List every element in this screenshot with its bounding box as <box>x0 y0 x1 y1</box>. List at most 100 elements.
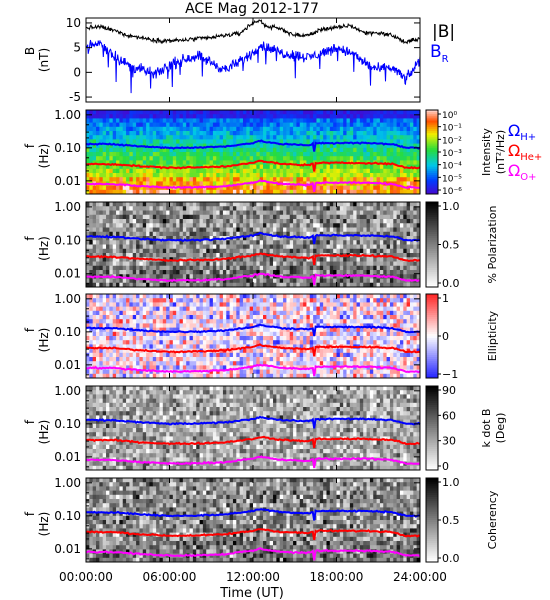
spectrogram-cell <box>263 168 267 174</box>
spectrogram-cell <box>346 231 351 237</box>
spectrogram-cell <box>102 294 107 299</box>
spectrogram-cell <box>363 156 367 161</box>
spectrogram-cell <box>239 219 244 224</box>
spectrogram-cell <box>92 173 97 178</box>
spectrogram-cell <box>373 219 377 224</box>
spectrogram-cell <box>409 114 414 119</box>
spectrogram-cell <box>99 278 104 284</box>
spectrogram-cell <box>293 135 297 140</box>
spectrogram-cell <box>196 114 200 119</box>
spectrogram-cell <box>393 143 398 149</box>
spectrogram-cell <box>112 143 117 149</box>
spectrogram-cell <box>299 278 304 284</box>
spectrogram-cell <box>159 131 164 136</box>
spectrogram-cell <box>329 114 334 119</box>
spectrogram-cell <box>356 214 361 220</box>
spectrogram-cell <box>293 118 297 123</box>
spectrogram-cell <box>102 361 107 366</box>
spectrogram-cell <box>116 331 120 337</box>
spectrogram-cell <box>333 227 337 233</box>
spectrogram-cell <box>403 261 408 267</box>
spectrogram-cell <box>413 236 418 241</box>
spectrogram-cell <box>339 168 344 174</box>
spectrogram-cell <box>149 219 154 224</box>
spectrogram-cell <box>296 118 301 123</box>
spectrogram-cell <box>209 282 214 288</box>
spectrogram-cell <box>89 244 94 250</box>
spectrogram-cell <box>86 244 90 250</box>
spectrogram-cell <box>126 223 130 228</box>
spectrogram-cell <box>149 265 154 271</box>
spectrogram-cell <box>159 168 164 174</box>
spectrogram-cell <box>199 214 204 220</box>
spectrogram-cell <box>86 110 90 115</box>
spectrogram-cell <box>373 248 377 254</box>
spectrogram-cell <box>139 302 144 307</box>
spectrogram-cell <box>393 135 398 140</box>
spectrogram-cell <box>139 131 144 136</box>
spectrogram-cell <box>106 294 110 299</box>
spectrogram-cell <box>149 310 154 316</box>
spectrogram-cell <box>356 181 361 186</box>
spectrogram-cell <box>206 323 210 328</box>
spectrogram-cell <box>336 270 341 275</box>
spectrogram-cell <box>343 214 347 220</box>
spectrogram-cell <box>406 135 411 140</box>
spectrogram-cell <box>92 168 97 174</box>
spectrogram-cell <box>166 189 170 195</box>
spectrogram-cell <box>396 173 401 178</box>
spectrogram-cell <box>129 231 134 237</box>
spectrogram-cell <box>296 261 301 267</box>
spectrogram-cell <box>219 315 224 320</box>
spectrogram-cell <box>182 210 187 216</box>
spectrogram-cell <box>369 139 374 144</box>
spectrogram-cell <box>156 189 160 195</box>
spectrogram-cell <box>212 114 217 119</box>
spectrogram-cell <box>209 240 214 245</box>
spectrogram-cell <box>149 160 154 165</box>
spectrogram-cell <box>253 185 257 191</box>
spectrogram-cell <box>276 147 281 153</box>
spectrogram-cell <box>206 365 210 370</box>
spectrogram-cell <box>116 206 120 211</box>
spectrogram-cell <box>189 302 194 307</box>
spectrogram-cell <box>363 126 367 132</box>
spectrogram-cell <box>166 240 170 245</box>
spectrogram-cell <box>413 168 418 174</box>
spectrogram-cell <box>136 227 140 233</box>
spectrogram-cell <box>196 323 200 328</box>
spectrogram-cell <box>149 210 154 216</box>
spectrogram-cell <box>413 131 418 136</box>
spectrogram-cell <box>139 248 144 254</box>
spectrogram-cell <box>156 298 160 303</box>
spectrogram-cell <box>179 302 184 307</box>
spectrogram-cell <box>202 357 207 362</box>
spectrogram-cell <box>109 214 114 220</box>
spectrogram-cell <box>303 257 307 262</box>
spectrogram-cell <box>369 257 374 262</box>
spectrogram-cell <box>212 261 217 267</box>
spectrogram-cell <box>99 164 104 170</box>
spectrogram-cell <box>359 227 364 233</box>
spectrogram-cell <box>216 110 220 115</box>
spectrogram-cell <box>303 210 307 216</box>
spectrogram-cell <box>212 177 217 182</box>
spectrogram-cell <box>313 270 317 275</box>
spectrogram-cell <box>176 110 180 115</box>
spectrogram-cell <box>353 143 357 149</box>
spectrogram-cell <box>152 315 157 320</box>
spectrogram-cell <box>96 261 100 267</box>
spectrogram-cell <box>232 219 237 224</box>
spectrogram-cell <box>396 265 401 271</box>
spectrogram-cell <box>202 110 207 115</box>
spectrogram-cell <box>126 135 130 140</box>
spectrogram-cell <box>396 118 401 123</box>
spectrogram-cell <box>142 223 147 228</box>
spectrogram-cell <box>132 177 137 182</box>
spectrogram-cell <box>273 118 277 123</box>
spectrogram-cell <box>132 274 137 279</box>
spectrogram-cell <box>326 135 331 140</box>
spectrogram-cell <box>246 202 251 207</box>
spectrogram-cell <box>132 214 137 220</box>
spectrogram-cell <box>196 248 200 254</box>
